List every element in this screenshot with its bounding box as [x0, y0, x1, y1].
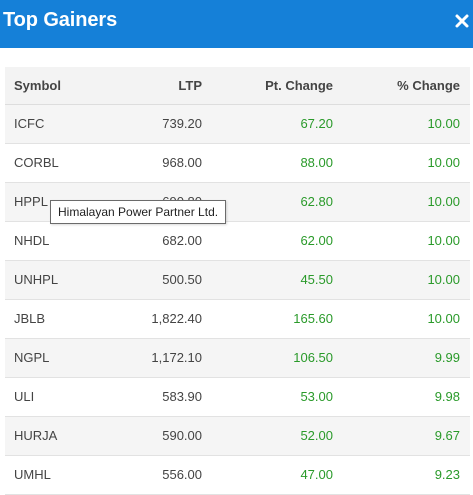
pct-change-cell: 9.98	[434, 389, 460, 404]
pt-change-cell: 45.50	[300, 272, 333, 287]
ltp-cell: 500.50	[162, 272, 202, 287]
pt-change-cell: 62.00	[300, 233, 333, 248]
gainers-table: Symbol LTP Pt. Change % Change ICFC 739.2…	[5, 67, 470, 495]
symbol-cell[interactable]: JBLB	[14, 311, 46, 326]
pct-change-cell: 10.00	[427, 272, 460, 287]
symbol-cell[interactable]: UMHL	[14, 467, 51, 482]
gainers-table-container: Symbol LTP Pt. Change % Change ICFC 739.2…	[5, 67, 470, 495]
table-header-row: Symbol LTP Pt. Change % Change	[5, 67, 470, 105]
pt-change-cell: 53.00	[300, 389, 333, 404]
ltp-cell: 556.00	[162, 467, 202, 482]
ltp-cell: 1,172.10	[151, 350, 202, 365]
table-row[interactable]: UMHL 556.00 47.00 9.23	[5, 455, 470, 494]
ltp-cell: 1,822.40	[151, 311, 202, 326]
ltp-cell: 968.00	[162, 155, 202, 170]
symbol-cell[interactable]: ULI	[14, 389, 35, 404]
symbol-tooltip: Himalayan Power Partner Ltd.	[50, 200, 227, 224]
pt-change-cell: 52.00	[300, 428, 333, 443]
close-icon[interactable]	[454, 12, 470, 30]
table-row[interactable]: NHDL 682.00 62.00 10.00	[5, 221, 470, 260]
pt-change-cell: 106.50	[293, 350, 333, 365]
pct-change-cell: 10.00	[427, 116, 460, 131]
table-row[interactable]: CORBL 968.00 88.00 10.00	[5, 143, 470, 182]
table-row[interactable]: UNHPL 500.50 45.50 10.00	[5, 260, 470, 299]
pct-change-cell: 9.67	[434, 428, 460, 443]
symbol-cell[interactable]: HURJA	[14, 428, 58, 443]
column-header-symbol[interactable]: Symbol	[5, 67, 115, 105]
ltp-cell: 583.90	[162, 389, 202, 404]
symbol-cell[interactable]: NHDL	[14, 233, 50, 248]
dialog-title: Top Gainers	[3, 9, 118, 31]
pt-change-cell: 47.00	[300, 467, 333, 482]
table-row[interactable]: ICFC 739.20 67.20 10.00	[5, 104, 470, 143]
pt-change-cell: 67.20	[300, 116, 333, 131]
pct-change-cell: 10.00	[427, 311, 460, 326]
dialog-header: Top Gainers	[0, 0, 473, 48]
ltp-cell: 739.20	[162, 116, 202, 131]
table-row[interactable]: JBLB 1,822.40 165.60 10.00	[5, 299, 470, 338]
pct-change-cell: 9.99	[434, 350, 460, 365]
ltp-cell: 590.00	[162, 428, 202, 443]
symbol-cell[interactable]: CORBL	[14, 155, 59, 170]
table-row[interactable]: ULI 583.90 53.00 9.98	[5, 377, 470, 416]
symbol-cell[interactable]: HPPL	[14, 194, 48, 209]
symbol-cell[interactable]: NGPL	[14, 350, 50, 365]
pct-change-cell: 9.23	[434, 467, 460, 482]
column-header-pt-change[interactable]: Pt. Change	[202, 67, 334, 105]
ltp-cell: 682.00	[162, 233, 202, 248]
column-header-ltp[interactable]: LTP	[115, 67, 202, 105]
pt-change-cell: 62.80	[300, 194, 333, 209]
column-header-pct-change[interactable]: % Change	[334, 67, 470, 105]
pct-change-cell: 10.00	[427, 233, 460, 248]
pct-change-cell: 10.00	[427, 194, 460, 209]
pt-change-cell: 165.60	[293, 311, 333, 326]
symbol-cell[interactable]: UNHPL	[14, 272, 59, 287]
table-row[interactable]: NGPL 1,172.10 106.50 9.99	[5, 338, 470, 377]
pt-change-cell: 88.00	[300, 155, 333, 170]
table-row[interactable]: HURJA 590.00 52.00 9.67	[5, 416, 470, 455]
symbol-cell[interactable]: ICFC	[14, 116, 45, 131]
pct-change-cell: 10.00	[427, 155, 460, 170]
